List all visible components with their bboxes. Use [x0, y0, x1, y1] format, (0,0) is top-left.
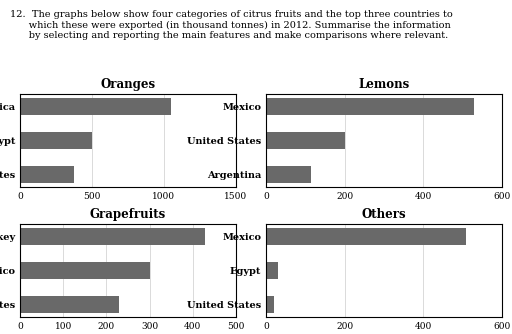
Bar	[20, 228, 205, 245]
Title: Grapefruits: Grapefruits	[90, 208, 166, 221]
Bar	[20, 296, 119, 313]
Bar	[20, 166, 74, 183]
Text: 12.  The graphs below show four categories of citrus fruits and the top three co: 12. The graphs below show four categorie…	[10, 10, 453, 40]
Title: Lemons: Lemons	[358, 78, 410, 91]
Bar	[266, 262, 278, 279]
Title: Others: Others	[361, 208, 407, 221]
Bar	[266, 228, 466, 245]
Bar	[266, 166, 311, 183]
Bar	[266, 296, 274, 313]
Bar	[20, 98, 171, 115]
Bar	[266, 132, 345, 149]
Bar	[266, 98, 474, 115]
Bar	[20, 262, 150, 279]
Bar	[20, 132, 92, 149]
Title: Oranges: Oranges	[100, 78, 156, 91]
